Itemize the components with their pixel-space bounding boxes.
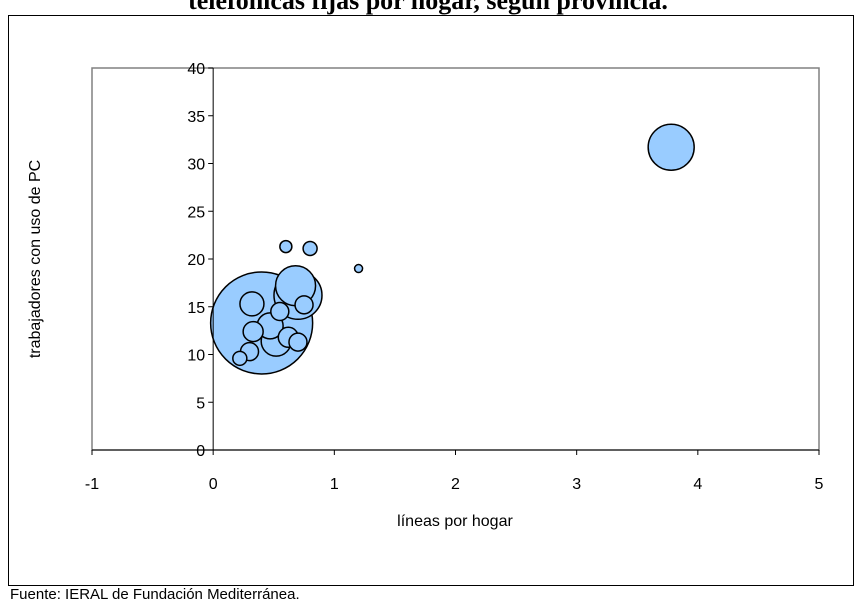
y-tick-label: 20 [187, 252, 205, 269]
x-axis-label: líneas por hogar [397, 513, 513, 530]
y-tick-label: 0 [196, 443, 205, 460]
y-tick-label: 25 [187, 204, 205, 221]
chart-frame [8, 15, 854, 586]
x-tick-label: 3 [572, 476, 581, 493]
bubble-point [353, 263, 364, 274]
bubble-point [288, 332, 308, 352]
bubble-point [270, 301, 290, 322]
y-tick-label: 10 [187, 348, 205, 365]
y-tick-label: 15 [187, 300, 205, 317]
x-tick-label: 5 [815, 476, 824, 493]
source-note: Fuente: IERAL de Fundación Mediterránea. [10, 586, 300, 603]
chart-title: telefónicas fijas por hogar, según provi… [188, 0, 668, 15]
axes: 0 5 10 15 20 25 30 35 40 -1 0 1 2 3 4 5 [85, 61, 824, 493]
y-axis-label: trabajadores con uso de PC [27, 160, 44, 358]
bubble-point [647, 123, 695, 172]
x-tick-label: -1 [85, 476, 99, 493]
bubble-point [279, 239, 293, 254]
bubble-point [242, 320, 264, 343]
bubble-point [294, 295, 314, 315]
bubble-point [232, 350, 248, 367]
x-tick-label: 2 [451, 476, 460, 493]
x-tick-label: 4 [693, 476, 702, 493]
x-tick-label: 0 [209, 476, 218, 493]
bubble-point [239, 291, 265, 317]
bubble-series [209, 123, 695, 375]
bubble-point [302, 240, 318, 257]
y-tick-label: 30 [187, 157, 205, 174]
x-tick-label: 1 [330, 476, 339, 493]
y-tick-label: 40 [187, 61, 205, 78]
y-tick-label: 5 [196, 395, 205, 412]
y-tick-label: 35 [187, 109, 205, 126]
